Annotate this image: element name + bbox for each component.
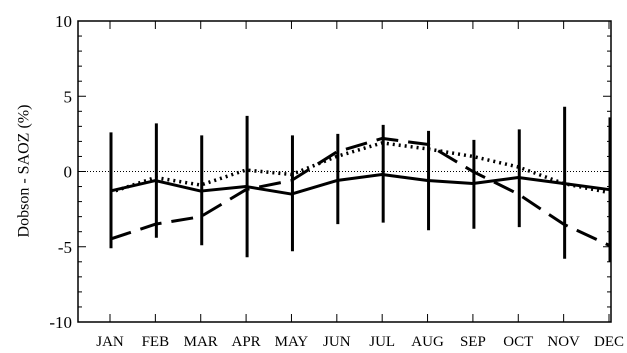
x-tick-label-dec: DEC: [594, 334, 624, 350]
series-line-solid: [109, 173, 610, 196]
y-tick-label: -5: [58, 238, 72, 257]
x-tick-label-jul: JUL: [369, 334, 395, 350]
x-tick-label-aug: AUG: [411, 334, 444, 350]
y-tick-label: 0: [64, 163, 73, 182]
series-line-dotted: [109, 141, 610, 195]
x-tick-label-nov: NOV: [547, 334, 580, 350]
x-tick-label-feb: FEB: [142, 334, 170, 350]
y-tick-labels: -10 -5 0 5 10: [49, 12, 72, 332]
x-tick-label-apr: APR: [231, 334, 260, 350]
x-tick-label-sep: SEP: [460, 334, 486, 350]
x-tick-label-mar: MAR: [184, 334, 218, 350]
x-tick-labels: JAN FEB MAR APR MAY JUN JUL AUG SEP OCT NOV DEC: [96, 334, 624, 350]
y-tick-label: -10: [49, 313, 72, 332]
y-axis-title: Dobson - SAOZ (%): [16, 105, 33, 238]
series-lines: [109, 136, 610, 247]
y-tick-label: 5: [64, 87, 73, 106]
x-tick-label-jun: JUN: [323, 334, 351, 350]
x-tick-label-may: MAY: [275, 334, 309, 350]
series-line-dashed: [109, 136, 610, 247]
x-tick-label-jan: JAN: [96, 334, 124, 350]
x-tick-label-oct: OCT: [503, 334, 533, 350]
y-tick-label: 10: [55, 12, 72, 31]
